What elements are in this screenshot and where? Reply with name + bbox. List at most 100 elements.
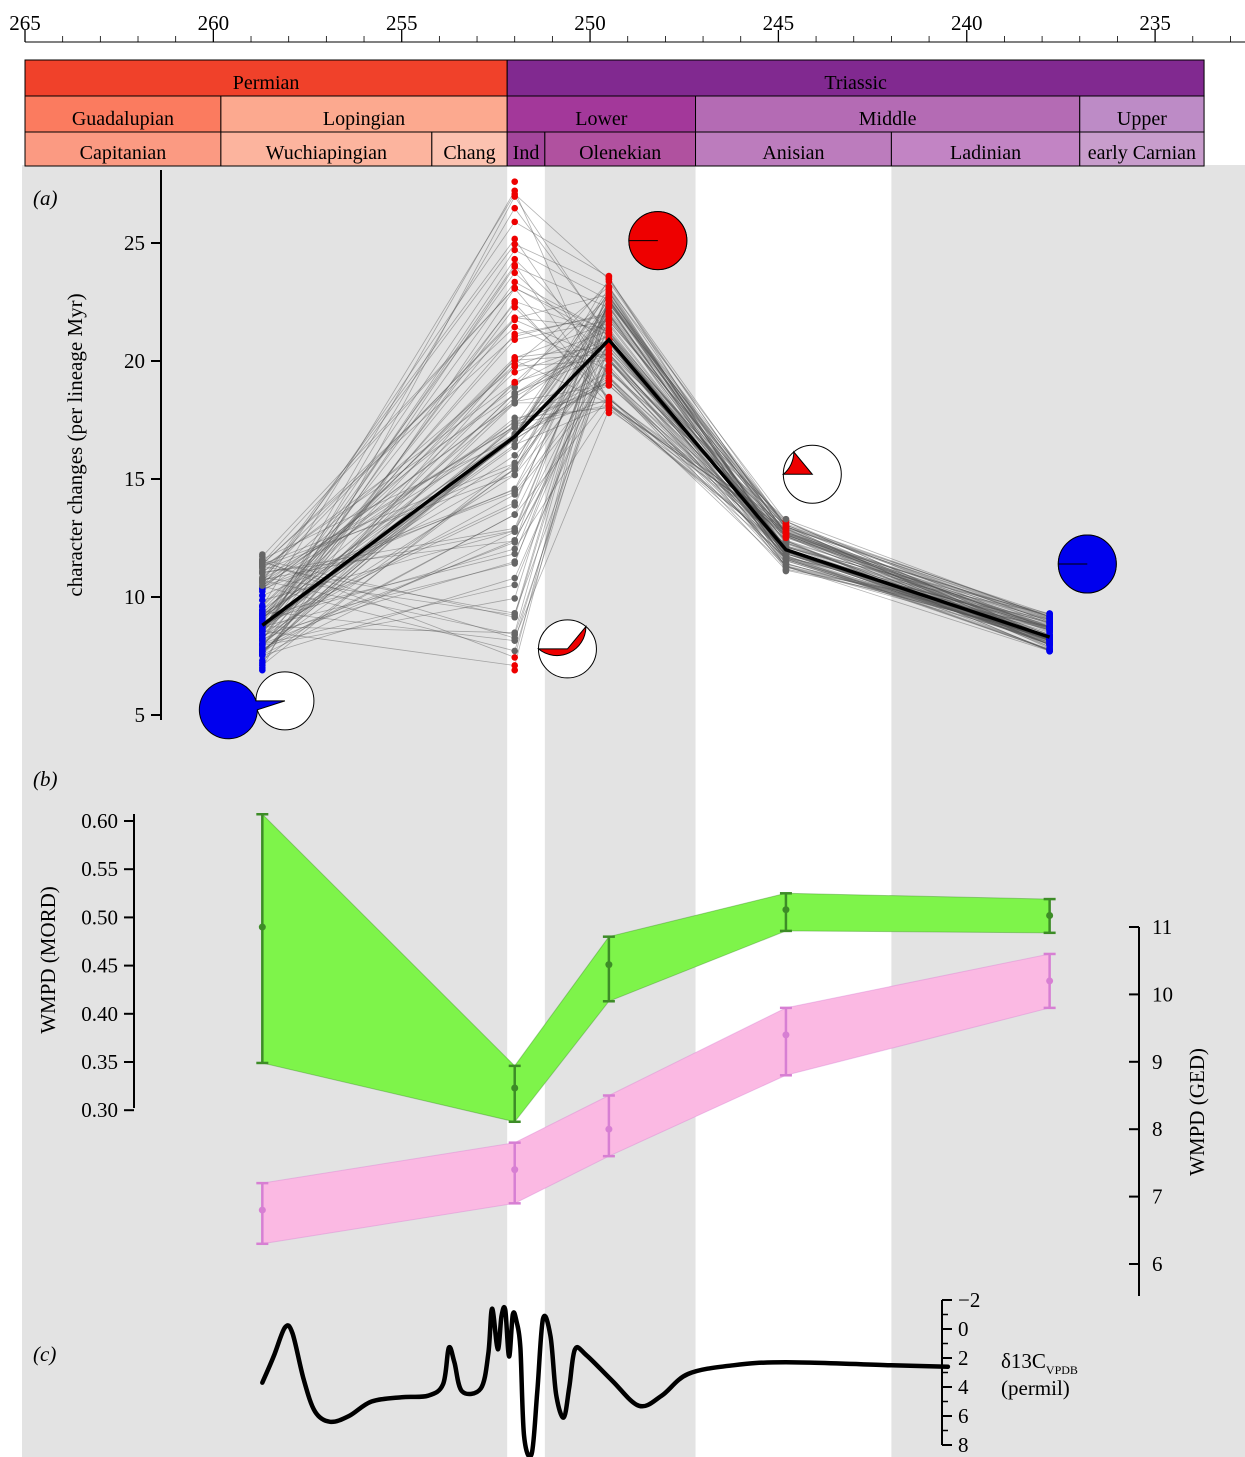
- sample-point: [511, 368, 519, 376]
- sample-point: [511, 662, 519, 669]
- delta-13c-label: δ13C: [1001, 1349, 1046, 1373]
- y-axis-title-mord: WMPD (MORD): [36, 886, 60, 1034]
- y-axis-title-ged: WMPD (GED): [1185, 1048, 1209, 1176]
- panel-b-wmpd: 0.60 0.55 0.50 0.45 0.40 0.35 0.30 WMPD (MORD) 1…: [36, 809, 1209, 1296]
- stage-box: [220, 131, 433, 167]
- sample-point: [511, 471, 519, 479]
- epoch-label: Guadalupian: [72, 108, 174, 130]
- stage-label: Olenekian: [579, 142, 661, 164]
- sample-point: [782, 534, 790, 542]
- ged-mean-point: [258, 1206, 266, 1214]
- y-tick-label-ged: 6: [1152, 1252, 1163, 1276]
- mord-mean-point: [258, 923, 266, 931]
- sample-point: [511, 218, 519, 226]
- y-tick-label-c: 8: [958, 1433, 969, 1457]
- sample-point: [1046, 619, 1053, 627]
- sample-point: [259, 596, 266, 604]
- mean-line: [261, 337, 1051, 639]
- geologic-timescale: 265 260 255 250 245 240 235 Permian Triassic Guad…: [9, 11, 1245, 167]
- sample-point: [511, 398, 519, 406]
- sample-point: [511, 204, 519, 212]
- sample-point: [511, 269, 519, 277]
- sample-point: [511, 558, 519, 565]
- anisian-band: [695, 165, 892, 1457]
- panel-label-a: (a): [33, 186, 58, 210]
- pie-slice: [198, 680, 286, 740]
- y-tick-label-a: 5: [135, 703, 146, 727]
- sample-point: [511, 536, 519, 544]
- pie-slice: [537, 625, 587, 657]
- time-tick-label: 245: [763, 11, 795, 35]
- y-tick-label-ged: 10: [1152, 982, 1173, 1006]
- sample-point: [511, 333, 519, 340]
- y-tick-label-mord: 0.40: [81, 1002, 118, 1026]
- sample-point: [511, 314, 519, 321]
- sample-point: [511, 423, 519, 430]
- sample-point: [511, 240, 519, 248]
- sample-point: [259, 666, 266, 674]
- sample-point: [511, 246, 519, 254]
- y-tick-label-mord: 0.30: [81, 1098, 118, 1122]
- sample-point: [782, 515, 790, 523]
- period-label: Permian: [233, 72, 300, 94]
- sample-point: [605, 362, 613, 370]
- sample-point: [259, 606, 266, 613]
- y-tick-label-a: 20: [124, 349, 145, 373]
- y-tick-label-a: 10: [124, 585, 145, 609]
- y-axis-title-a: character changes (per lineage Myr): [63, 293, 87, 596]
- carbon-isotope-curve: [260, 1305, 951, 1457]
- mord-mean-point: [511, 1084, 519, 1092]
- stage-label: Capitanian: [80, 142, 167, 164]
- pie-slice: [781, 450, 814, 475]
- sample-point: [605, 303, 613, 310]
- sample-point: [511, 501, 519, 509]
- stage-label: Wuchiapingian: [266, 142, 387, 164]
- sample-point: [605, 272, 613, 280]
- sample-point: [605, 395, 613, 403]
- sample-point: [511, 263, 519, 270]
- sample-point: [511, 637, 519, 644]
- epoch-box: [24, 95, 222, 133]
- epoch-box: [1079, 95, 1205, 133]
- sample-point: [605, 289, 613, 296]
- y-tick-label-c: 4: [958, 1375, 969, 1399]
- sample-point: [511, 414, 519, 422]
- y-tick-label-ged: 7: [1152, 1185, 1163, 1209]
- y-axis-unit-c: (permil): [1001, 1376, 1070, 1400]
- y-tick-label-mord: 0.55: [81, 857, 118, 881]
- sample-point: [511, 303, 519, 311]
- ged-mean-point: [511, 1166, 519, 1174]
- sample-point: [511, 390, 519, 397]
- mord-mean-point: [1046, 911, 1054, 919]
- time-tick-label: 250: [574, 11, 606, 35]
- y-tick-label-mord: 0.60: [81, 809, 118, 833]
- y-tick-label-c: −2: [958, 1288, 980, 1312]
- sample-point: [259, 560, 266, 568]
- stage-box: [695, 131, 892, 167]
- sample-point: [511, 611, 519, 619]
- sample-point: [605, 329, 613, 337]
- sample-point: [1046, 628, 1053, 636]
- sample-point: [511, 452, 519, 459]
- stage-label: Ind: [513, 142, 540, 164]
- sample-point: [511, 545, 519, 553]
- epoch-label: Middle: [859, 108, 917, 130]
- sample-point: [605, 321, 613, 329]
- sample-point: [511, 581, 519, 589]
- y-tick-label-mord: 0.45: [81, 954, 118, 978]
- sample-point: [259, 651, 266, 658]
- sample-point: [511, 235, 519, 243]
- ged-mean-point: [605, 1125, 613, 1133]
- epoch-box: [506, 95, 697, 133]
- sample-point: [259, 578, 266, 586]
- sample-point: [511, 550, 519, 558]
- period-box: [24, 59, 508, 97]
- sample-point: [782, 559, 790, 567]
- sample-point: [259, 636, 266, 644]
- panel-a-character-changes: 5 10 15 20 25 character changes (per lineage …: [63, 170, 1117, 740]
- sample-point: [511, 384, 519, 391]
- sample-point: [605, 400, 613, 407]
- sample-point: [511, 574, 519, 582]
- sample-point: [259, 551, 266, 558]
- sample-point: [605, 409, 613, 417]
